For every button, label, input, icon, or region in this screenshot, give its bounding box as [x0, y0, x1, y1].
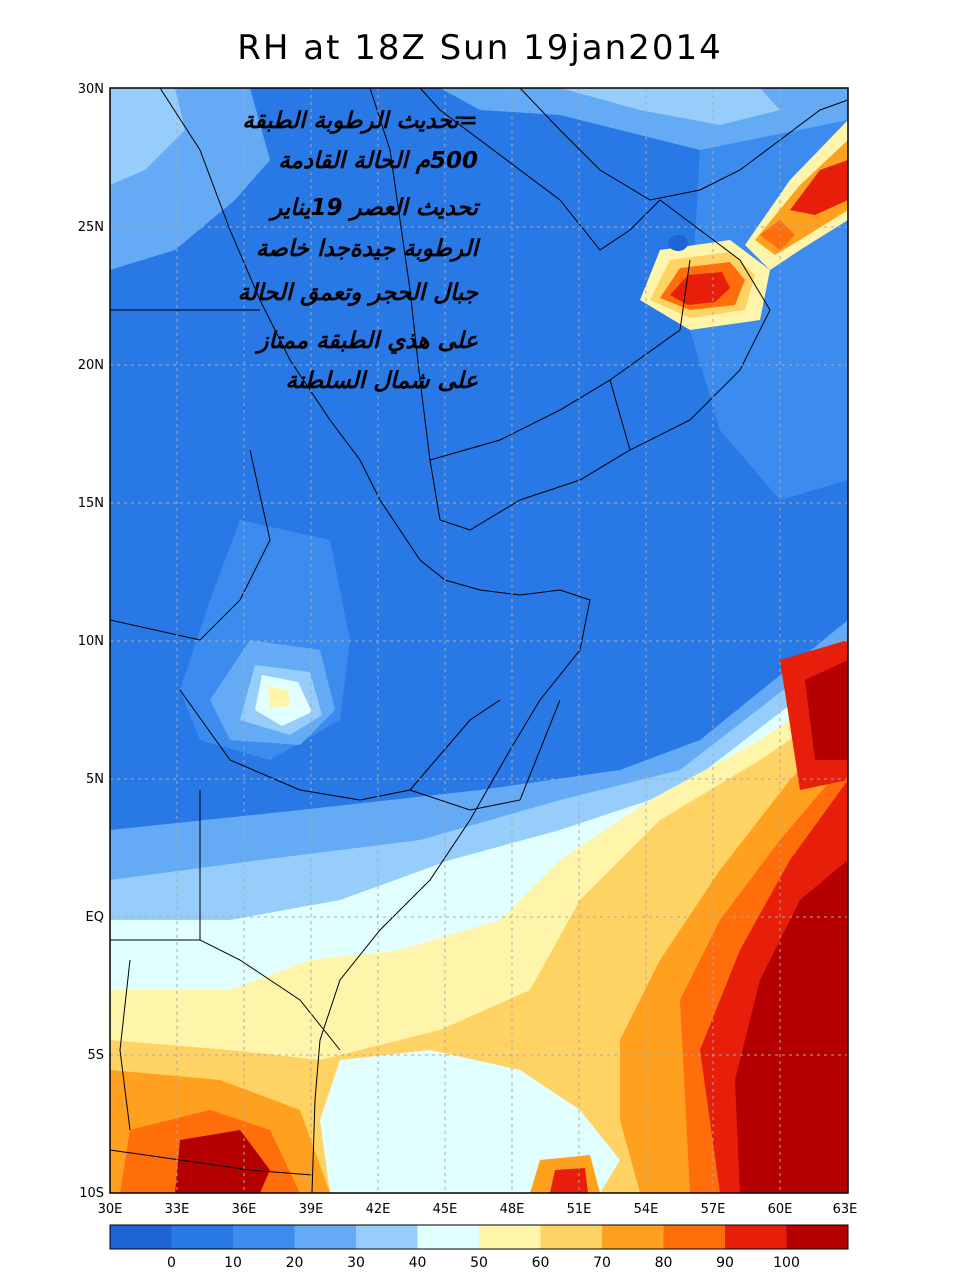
- border-drc: [119, 959, 131, 1131]
- colorbar-swatch: [786, 1225, 849, 1249]
- lon-tick-label: 48E: [500, 1202, 525, 1217]
- coastline-gulf-iran: [519, 88, 848, 201]
- colorbar-label: 90: [716, 1255, 734, 1271]
- lat-tick-label: 5S: [87, 1048, 104, 1063]
- colorbar-label: 100: [773, 1255, 800, 1271]
- lat-tick-label: 5N: [86, 772, 104, 787]
- rh-field: [110, 88, 848, 1193]
- annotation-line: تحديث العصر 19يناير: [268, 195, 481, 222]
- annotation-line: 500م الحالة القادمة: [278, 148, 478, 174]
- colorbar-swatch: [417, 1225, 480, 1249]
- map-frame: [109, 87, 849, 1194]
- field-darkred-indian-ocean-east: [805, 660, 848, 760]
- gridlines: [110, 88, 848, 1193]
- colorbar-label: 30: [347, 1255, 365, 1271]
- lat-tick-label: 30N: [78, 82, 104, 97]
- lat-tick-label: EQ: [86, 910, 104, 925]
- field-red-south-small: [550, 1168, 588, 1193]
- colorbar-label: 10: [224, 1255, 242, 1271]
- annotation-line: على هذي الطبقة ممتاز: [254, 328, 478, 355]
- colorbar-swatch: [725, 1225, 787, 1249]
- field-yellow-ethiopia: [268, 686, 290, 708]
- lon-tick-label: 51E: [567, 1202, 592, 1217]
- lon-tick-label: 39E: [299, 1202, 324, 1217]
- colorbar-label: 60: [532, 1255, 550, 1271]
- field-cyan-north: [560, 88, 780, 125]
- border-sudan-south: [110, 449, 271, 641]
- field-orange-iran-small: [760, 220, 795, 250]
- colorbar-label: 20: [286, 1255, 304, 1271]
- colorbar-swatch: [356, 1225, 418, 1249]
- colorbar-swatch: [171, 1225, 234, 1249]
- lon-tick-label: 33E: [165, 1202, 190, 1217]
- lon-tick-label: 54E: [634, 1202, 659, 1217]
- field-red-iran: [790, 160, 848, 215]
- colorbar-labels: 0 10 20 30 40 50 60 70 80 90 100: [167, 1255, 800, 1271]
- lon-axis: 30E 33E 36E 39E 42E 45E 48E 51E 54E 57E …: [98, 1202, 858, 1217]
- colorbar-frame: [109, 1224, 849, 1250]
- border-yemen-saudi: [429, 379, 631, 461]
- field-white-tanzania: [320, 1050, 620, 1193]
- field-darkred-east: [735, 860, 848, 1193]
- colorbar-label: 40: [409, 1255, 427, 1271]
- lon-tick-label: 45E: [433, 1202, 458, 1217]
- lon-tick-label: 42E: [366, 1202, 391, 1217]
- arabic-annotation: =تحديث الرطوبة الطبقة 500م الحالة القادم…: [238, 108, 482, 394]
- annotation-line: جبال الحجر وتعمق الحالة: [238, 280, 479, 307]
- colorbar-swatch: [540, 1225, 603, 1249]
- lon-tick-label: 36E: [232, 1202, 257, 1217]
- colorbar-label: 80: [655, 1255, 673, 1271]
- colorbar-swatch: [479, 1225, 541, 1249]
- border-tanzania-south: [110, 1149, 313, 1176]
- lon-tick-label: 60E: [768, 1202, 793, 1217]
- lat-tick-label: 15N: [78, 496, 104, 511]
- colorbar-swatch: [233, 1225, 295, 1249]
- annotation-line: على شمال السلطنة: [286, 368, 479, 394]
- border-somalia: [409, 699, 561, 811]
- annotation-line: الرطوبة جيدةجدا خاصة: [256, 236, 482, 263]
- colorbar-label: 50: [470, 1255, 488, 1271]
- colorbar-swatch: [602, 1225, 664, 1249]
- chart-title: RH at 18Z Sun 19jan2014: [237, 28, 723, 68]
- lon-tick-label: 30E: [98, 1202, 123, 1217]
- lon-tick-label: 57E: [701, 1202, 726, 1217]
- lon-tick-label: 63E: [833, 1202, 858, 1217]
- lat-tick-label: 10N: [78, 634, 104, 649]
- field-darkred-tanzania: [175, 1130, 270, 1193]
- field-darkblue-spot: [668, 235, 688, 251]
- border-ethiopia: [179, 689, 501, 801]
- lat-tick-label: 10S: [79, 1186, 104, 1201]
- lat-tick-label: 20N: [78, 358, 104, 373]
- colorbar: 0 10 20 30 40 50 60 70 80 90 100: [109, 1224, 849, 1271]
- colorbar-label: 0: [167, 1255, 176, 1271]
- field-cyan-nw: [110, 88, 185, 185]
- border-oman: [609, 259, 691, 381]
- lat-tick-label: 25N: [78, 220, 104, 235]
- colorbar-swatch: [663, 1225, 726, 1249]
- border-kenya: [199, 790, 341, 1051]
- annotation-line: =تحديث الرطوبة الطبقة: [242, 108, 478, 135]
- colorbar-swatches: [110, 1225, 849, 1249]
- coastline-red-sea-west: [159, 88, 591, 1193]
- colorbar-label: 70: [593, 1255, 611, 1271]
- colorbar-swatch: [294, 1225, 357, 1249]
- lat-axis: 30N 25N 20N 15N 10N 5N EQ 5S 10S: [78, 82, 104, 1201]
- colorbar-swatch: [110, 1225, 172, 1249]
